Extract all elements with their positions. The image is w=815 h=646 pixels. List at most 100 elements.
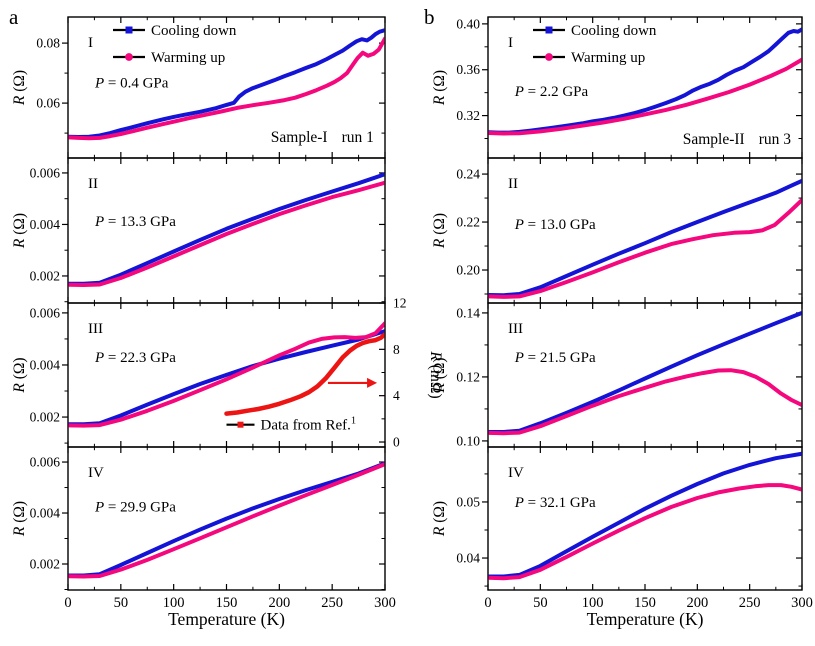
cooling-curve — [68, 461, 385, 578]
cooling-legend-label: Cooling down — [151, 23, 237, 39]
ref-curve — [224, 332, 385, 416]
x-tick-label: 200 — [268, 595, 290, 611]
y-axis-title: R (Ω) — [431, 70, 448, 106]
cooling-curve — [488, 311, 802, 434]
sample-run-label: Sample-II run 3 — [683, 131, 792, 148]
warming-curve — [488, 483, 802, 581]
y-tick-label: 0.22 — [456, 215, 480, 230]
x-tick-label: 150 — [634, 595, 656, 611]
y-tick-label: 0.002 — [30, 410, 60, 425]
ref-legend-label: Data from Ref.1 — [261, 416, 357, 434]
panel-aIV: 0 50 100 150 200 250 300 0.002 0.004 0.006 R (Ω) IV… — [11, 446, 396, 611]
y-axis-title: R (Ω) — [11, 213, 28, 249]
panel-aI: 0.06 0.08 R (Ω) I P = 0.4 GPa Sample-I run 1 Co… — [11, 16, 386, 159]
pressure-label: P = 21.5 GPa — [514, 350, 596, 366]
x-tick-label: 0 — [484, 595, 491, 611]
x-tick-label: 200 — [686, 595, 708, 611]
sample-run-label: Sample-I run 1 — [271, 129, 374, 146]
y-tick-label: 0.006 — [30, 305, 61, 320]
y-tick-label: 0.004 — [30, 506, 61, 521]
y-tick-label: 0.006 — [30, 165, 61, 180]
y-tick-label: 0.006 — [30, 455, 61, 470]
y-tick-label: 0.14 — [456, 305, 480, 320]
column-a-letter: a — [9, 5, 19, 29]
y-tick-label: 0.004 — [30, 357, 61, 372]
right-y-tick-label: 8 — [393, 342, 400, 357]
x-tick-label: 100 — [163, 595, 185, 611]
pressure-label: P = 22.3 GPa — [94, 350, 176, 366]
cooling-legend-marker — [545, 26, 553, 34]
panel-roman-label: III — [88, 321, 103, 337]
x-axis-title-a: Temperature (K) — [168, 609, 285, 629]
y-axis-title: R (Ω) — [11, 357, 28, 393]
cooling-curve — [488, 27, 802, 135]
panel-roman-label: II — [88, 176, 98, 192]
y-tick-label: 0.04 — [456, 551, 480, 566]
y-axis-title: R (Ω) — [431, 213, 448, 249]
x-tick-label: 300 — [374, 595, 396, 611]
x-tick-label: 50 — [114, 595, 129, 611]
panel-bI: 0.32 0.36 0.40 R (Ω) I P = 2.2 GPa Sample-II ru… — [431, 16, 803, 159]
cooling-curve — [68, 329, 385, 427]
warming-curve — [68, 36, 385, 141]
pressure-label: P = 29.9 GPa — [94, 499, 176, 515]
panel-roman-label: I — [88, 35, 93, 51]
y-tick-label: 0.32 — [456, 108, 480, 123]
cooling-curve — [68, 28, 385, 139]
panel-roman-label: IV — [508, 465, 524, 481]
warming-curve — [68, 462, 385, 579]
y-tick-label: 0.12 — [456, 369, 480, 384]
pressure-label: P = 13.3 GPa — [94, 214, 176, 230]
pressure-label: P = 32.1 GPa — [514, 495, 596, 511]
cooling-curve — [488, 178, 802, 298]
cooling-legend-marker — [125, 26, 133, 34]
x-tick-label: 0 — [64, 595, 71, 611]
warming-curve — [68, 180, 385, 287]
pressure-label: P = 2.2 GPa — [514, 84, 589, 100]
y-tick-label: 0.002 — [30, 268, 60, 283]
warming-curve — [488, 198, 802, 299]
x-tick-label: 150 — [216, 595, 238, 611]
warming-legend-label: Warming up — [151, 50, 225, 66]
y-axis-title: R (Ω) — [11, 70, 28, 106]
panel-bIV: 0 50 100 150 200 250 300 0.04 0.05 R (Ω) IV P = 32.… — [431, 446, 813, 611]
ref-legend-marker — [237, 421, 244, 428]
y-axis-title: R (Ω) — [431, 357, 448, 393]
warming-legend-marker — [545, 53, 553, 61]
pressure-label: P = 0.4 GPa — [94, 76, 169, 92]
panel-roman-label: IV — [88, 465, 104, 481]
x-tick-label: 250 — [321, 595, 343, 611]
warming-curve — [488, 57, 802, 136]
panel-bIII: 0.10 0.12 0.14 R (Ω) III P = 21.5 GPa — [431, 302, 803, 448]
y-tick-label: 0.40 — [456, 16, 480, 31]
right-y-tick-label: 0 — [393, 435, 400, 450]
y-tick-label: 0.20 — [456, 263, 480, 278]
y-tick-label: 0.36 — [456, 62, 480, 77]
y-tick-label: 0.06 — [36, 96, 60, 111]
cooling-legend-label: Cooling down — [571, 23, 657, 39]
panel-roman-label: I — [508, 35, 513, 51]
warming-legend-marker — [125, 53, 133, 61]
warming-curve — [488, 368, 802, 436]
right-y-tick-label: 4 — [393, 388, 400, 403]
y-tick-label: 0.004 — [30, 217, 61, 232]
y-tick-label: 0.05 — [456, 494, 480, 509]
right-y-tick-label: 12 — [393, 296, 407, 311]
right-arrow-icon — [327, 377, 378, 388]
x-tick-label: 300 — [791, 595, 813, 611]
y-tick-label: 0.24 — [456, 167, 480, 182]
x-axis-title-b: Temperature (K) — [586, 609, 704, 629]
panel-aIII: 0.002 0.004 0.006 R (Ω) 0 4 8 12 R (mΩ) III P = 22… — [11, 296, 444, 450]
x-tick-label: 250 — [739, 595, 761, 611]
pressure-label: P = 13.0 GPa — [514, 217, 596, 233]
panel-roman-label: III — [508, 321, 523, 337]
right-y-axis-title: R (mΩ) — [427, 350, 444, 398]
panel-aII: 0.002 0.004 0.006 R (Ω) II P = 13.3 GPa — [11, 157, 386, 304]
panel-roman-label: II — [508, 176, 518, 192]
y-tick-label: 0.10 — [456, 433, 480, 448]
y-axis-title: R (Ω) — [431, 501, 448, 537]
x-tick-label: 50 — [533, 595, 548, 611]
warming-curve — [68, 321, 385, 428]
